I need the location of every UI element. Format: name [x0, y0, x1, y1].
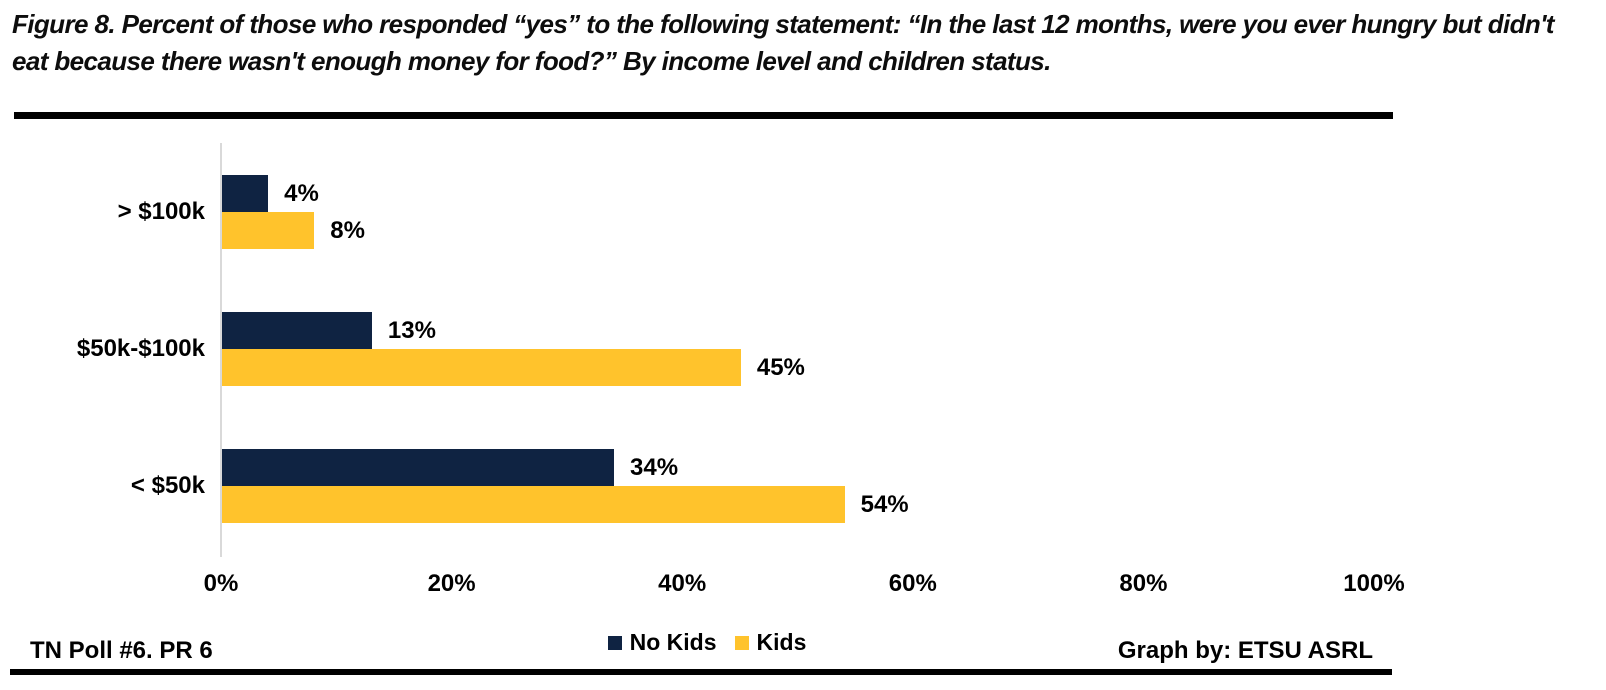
bar-kids [222, 486, 845, 523]
bar-kids [222, 212, 315, 249]
bar-value-label: 45% [756, 353, 805, 381]
legend-item-kids: Kids [734, 629, 807, 656]
chart-legend: No Kids Kids [0, 629, 1414, 656]
bar-value-label: 34% [630, 453, 679, 481]
x-tick-label: 80% [1119, 570, 1168, 597]
legend-label: Kids [756, 629, 807, 655]
poll-source-note: TN Poll #6. PR 6 [30, 637, 213, 664]
category-label: < $50k [130, 472, 205, 499]
bar-kids [222, 349, 741, 386]
x-tick-label: 40% [658, 570, 707, 597]
legend-swatch-icon [607, 635, 622, 650]
category-label: $50k-$100k [76, 335, 205, 362]
x-tick-label: 100% [1343, 570, 1405, 597]
legend-swatch-icon [734, 635, 749, 650]
top-divider-rule [14, 112, 1393, 119]
legend-label: No Kids [629, 629, 717, 655]
legend-item-no-kids: No Kids [607, 629, 717, 656]
x-tick-label: 60% [888, 570, 937, 597]
x-tick-label: 20% [427, 570, 476, 597]
bar-no-kids [222, 312, 372, 349]
bar-value-label: 54% [860, 490, 909, 518]
figure-title: Figure 8. Percent of those who responded… [12, 9, 1554, 76]
bar-value-label: 13% [387, 316, 436, 344]
graph-credit-note: Graph by: ETSU ASRL [1117, 637, 1373, 664]
bar-value-label: 4% [284, 179, 319, 207]
bar-value-label: 8% [330, 216, 365, 244]
bar-no-kids [222, 175, 269, 212]
x-tick-label: 0% [203, 570, 239, 597]
y-axis-line [220, 143, 222, 557]
category-label: > $100k [117, 198, 205, 225]
bottom-divider-rule [10, 669, 1392, 675]
bar-no-kids [222, 449, 615, 486]
